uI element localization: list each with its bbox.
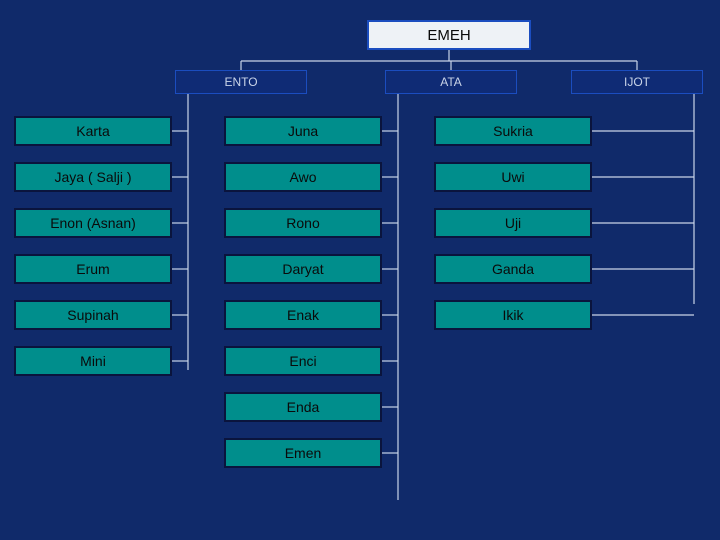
node-label: ENTO: [224, 75, 257, 89]
child-node: Uwi: [434, 162, 592, 192]
child-node: Mini: [14, 346, 172, 376]
child-node: Enda: [224, 392, 382, 422]
parent-node: ATA: [385, 70, 517, 94]
node-label: Enda: [287, 399, 320, 415]
node-label: Mini: [80, 353, 106, 369]
node-label: Enci: [289, 353, 316, 369]
child-node: Ikik: [434, 300, 592, 330]
node-label: EMEH: [427, 27, 470, 44]
child-node: Daryat: [224, 254, 382, 284]
parent-node: IJOT: [571, 70, 703, 94]
node-label: Rono: [286, 215, 319, 231]
child-node: Jaya ( Salji ): [14, 162, 172, 192]
child-node: Awo: [224, 162, 382, 192]
node-label: Awo: [290, 169, 317, 185]
root-node: EMEH: [367, 20, 531, 50]
node-label: Daryat: [282, 261, 323, 277]
node-label: Supinah: [67, 307, 118, 323]
child-node: Erum: [14, 254, 172, 284]
node-label: Juna: [288, 123, 318, 139]
child-node: Karta: [14, 116, 172, 146]
node-label: Uwi: [501, 169, 524, 185]
child-node: Sukria: [434, 116, 592, 146]
child-node: Enak: [224, 300, 382, 330]
child-node: Supinah: [14, 300, 172, 330]
child-node: Rono: [224, 208, 382, 238]
node-label: Ikik: [503, 307, 524, 323]
node-label: Sukria: [493, 123, 533, 139]
child-node: Juna: [224, 116, 382, 146]
node-label: Emen: [285, 445, 322, 461]
child-node: Enci: [224, 346, 382, 376]
child-node: Enon (Asnan): [14, 208, 172, 238]
node-label: Uji: [505, 215, 521, 231]
node-label: Enak: [287, 307, 319, 323]
child-node: Emen: [224, 438, 382, 468]
node-label: ATA: [440, 75, 462, 89]
node-label: Karta: [76, 123, 109, 139]
node-label: Erum: [76, 261, 109, 277]
parent-node: ENTO: [175, 70, 307, 94]
node-label: IJOT: [624, 75, 650, 89]
node-label: Enon (Asnan): [50, 215, 136, 231]
child-node: Ganda: [434, 254, 592, 284]
child-node: Uji: [434, 208, 592, 238]
node-label: Jaya ( Salji ): [54, 169, 131, 185]
node-label: Ganda: [492, 261, 534, 277]
